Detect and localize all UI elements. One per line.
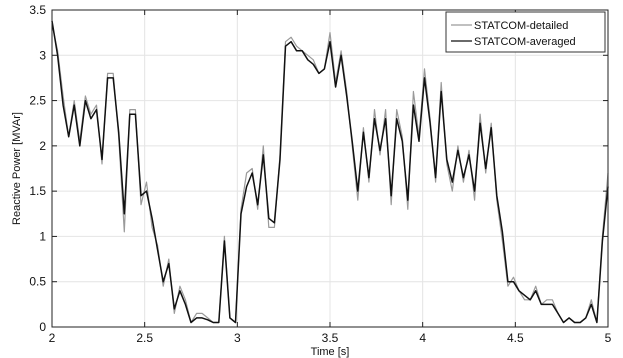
x-tick-label: 4.5 [507, 331, 524, 345]
legend: STATCOM-detailed STATCOM-averaged [446, 12, 605, 52]
y-tick-label: 0 [39, 320, 46, 334]
y-tick-label: 3 [39, 48, 46, 62]
legend-label-detailed: STATCOM-detailed [474, 20, 568, 32]
y-axis-ticks: 0 0.5 1 1.5 2 2.5 3 3.5 [29, 3, 608, 334]
grid-lines [52, 10, 608, 327]
y-tick-label: 0.5 [29, 275, 46, 289]
y-tick-label: 3.5 [29, 3, 46, 17]
x-tick-label: 3.5 [322, 331, 339, 345]
y-tick-label: 1.5 [29, 184, 46, 198]
y-tick-label: 2 [39, 139, 46, 153]
x-tick-label: 2 [49, 331, 56, 345]
y-tick-label: 2.5 [29, 94, 46, 108]
y-axis-label: Reactive Power [MVAr] [11, 112, 23, 225]
x-axis-label: Time [s] [311, 346, 350, 358]
y-tick-label: 1 [39, 229, 46, 243]
x-tick-label: 5 [605, 331, 612, 345]
x-tick-label: 3 [234, 331, 241, 345]
x-tick-label: 2.5 [136, 331, 153, 345]
x-tick-label: 4 [419, 331, 426, 345]
legend-label-averaged: STATCOM-averaged [474, 36, 576, 48]
